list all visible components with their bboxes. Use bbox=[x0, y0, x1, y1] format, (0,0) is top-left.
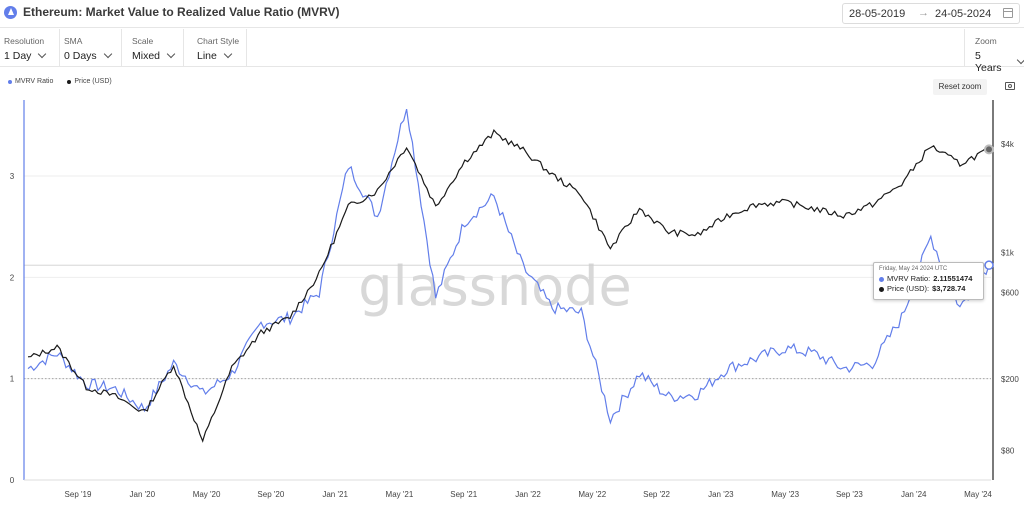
legend-dot-price bbox=[67, 79, 72, 84]
series-lines bbox=[27, 108, 990, 443]
x-tick-label: Jan '23 bbox=[708, 490, 734, 499]
x-tick-label: Sep '21 bbox=[450, 490, 477, 499]
series-line-price bbox=[27, 128, 990, 443]
tooltip-row-price: Price (USD): $3,728.74 bbox=[879, 284, 978, 294]
y-right-tick-label: $200 bbox=[1001, 375, 1019, 384]
tooltip-mvrv-label: MVRV Ratio: bbox=[887, 274, 931, 283]
chart-style-label: Chart Style bbox=[197, 36, 240, 46]
legend-item-mvrv[interactable]: MVRV Ratio bbox=[8, 78, 53, 85]
x-tick-label: Jan '21 bbox=[322, 490, 348, 499]
zoom-label: Zoom bbox=[975, 36, 997, 46]
x-tick-label: Jan '20 bbox=[130, 490, 156, 499]
sma-select[interactable]: SMA 0 Days bbox=[60, 29, 122, 66]
y-left-tick-label: 0 bbox=[10, 476, 15, 485]
x-tick-label: Jan '22 bbox=[515, 490, 541, 499]
x-tick-label: May '24 bbox=[964, 490, 992, 499]
hover-markers bbox=[984, 144, 994, 270]
legend-label-mvrv: MVRV Ratio bbox=[15, 78, 54, 85]
y-right-tick-label: $4k bbox=[1001, 140, 1015, 149]
chart-style-value: Line bbox=[197, 50, 217, 62]
axes: 0 1 2 3 $80 $200 $600 $1k $4k Sep '19 Jan '20 May '… bbox=[10, 100, 1019, 499]
x-tick-label: May '20 bbox=[193, 490, 221, 499]
legend-label-price: Price (USD) bbox=[74, 78, 112, 85]
tooltip-date: Friday, May 24 2024 UTC bbox=[879, 266, 948, 272]
zoom-select[interactable]: Zoom 5 Years bbox=[964, 29, 1024, 74]
series-line-mvrv bbox=[27, 108, 990, 425]
header-bar: Ethereum: Market Value to Realized Value… bbox=[0, 0, 1024, 28]
tooltip-dot-mvrv bbox=[879, 276, 884, 282]
tooltip-dot-price bbox=[879, 286, 884, 292]
sma-label: SMA bbox=[64, 36, 83, 46]
x-tick-label: Sep '19 bbox=[65, 490, 92, 499]
y-right-tick-label: $80 bbox=[1001, 447, 1015, 456]
x-tick-label: May '21 bbox=[386, 490, 414, 499]
y-right-tick-label: $1k bbox=[1001, 249, 1015, 258]
reset-zoom-button[interactable]: Reset zoom bbox=[933, 79, 987, 95]
page-title: Ethereum: Market Value to Realized Value… bbox=[23, 5, 340, 19]
watermark: glassnode bbox=[358, 255, 631, 318]
title-wrap: Ethereum: Market Value to Realized Value… bbox=[4, 5, 340, 19]
x-tick-label: May '23 bbox=[771, 490, 799, 499]
chart-style-select[interactable]: Chart Style Line bbox=[184, 29, 247, 66]
chart-legend: MVRV Ratio Price (USD) bbox=[8, 78, 126, 85]
resolution-label: Resolution bbox=[4, 36, 45, 46]
tooltip-mvrv-value: 2.11551474 bbox=[933, 274, 973, 283]
y-left-tick-label: 1 bbox=[10, 375, 15, 384]
x-tick-label: Sep '20 bbox=[257, 490, 284, 499]
chart-toolbar: Resolution 1 Day SMA 0 Days Scale Mixed … bbox=[0, 29, 1024, 74]
scale-select[interactable]: Scale Mixed bbox=[122, 29, 184, 66]
resolution-value: 1 Day bbox=[4, 50, 32, 62]
resolution-select[interactable]: Resolution 1 Day bbox=[0, 29, 60, 66]
zoom-value: 5 Years bbox=[975, 50, 1002, 74]
tooltip-price-label: Price (USD): bbox=[887, 284, 930, 293]
ethereum-icon bbox=[4, 5, 17, 19]
date-from[interactable]: 28-05-2019 bbox=[849, 8, 906, 20]
calendar-icon[interactable] bbox=[1003, 8, 1013, 18]
scale-label: Scale bbox=[132, 36, 154, 46]
sma-value: 0 Days bbox=[64, 50, 97, 62]
tooltip-row-mvrv: MVRV Ratio: 2.11551474 bbox=[879, 274, 978, 284]
scale-value: Mixed bbox=[132, 50, 161, 62]
x-tick-label: Jan '24 bbox=[901, 490, 927, 499]
arrow-right-icon: → bbox=[918, 7, 929, 19]
x-tick-label: Sep '23 bbox=[836, 490, 863, 499]
chart-tooltip: Friday, May 24 2024 UTC MVRV Ratio: 2.11… bbox=[873, 262, 984, 300]
x-tick-label: Sep '22 bbox=[643, 490, 670, 499]
y-right-tick-label: $600 bbox=[1001, 289, 1019, 298]
y-left-tick-label: 2 bbox=[10, 273, 15, 282]
x-tick-label: May '22 bbox=[578, 490, 606, 499]
tooltip-price-value: $3,728.74 bbox=[932, 284, 966, 293]
legend-item-price[interactable]: Price (USD) bbox=[67, 78, 112, 85]
reference-line bbox=[24, 264, 991, 380]
grid-lines bbox=[24, 175, 991, 481]
camera-icon[interactable] bbox=[1005, 82, 1015, 90]
hover-marker-price bbox=[984, 144, 994, 155]
legend-dot-mvrv bbox=[8, 79, 12, 84]
y-left-tick-label: 3 bbox=[10, 172, 15, 181]
date-range-picker[interactable]: 28-05-2019 → 24-05-2024 bbox=[842, 3, 1020, 24]
hover-marker-mvrv bbox=[984, 260, 994, 270]
date-to[interactable]: 24-05-2024 bbox=[935, 8, 992, 20]
